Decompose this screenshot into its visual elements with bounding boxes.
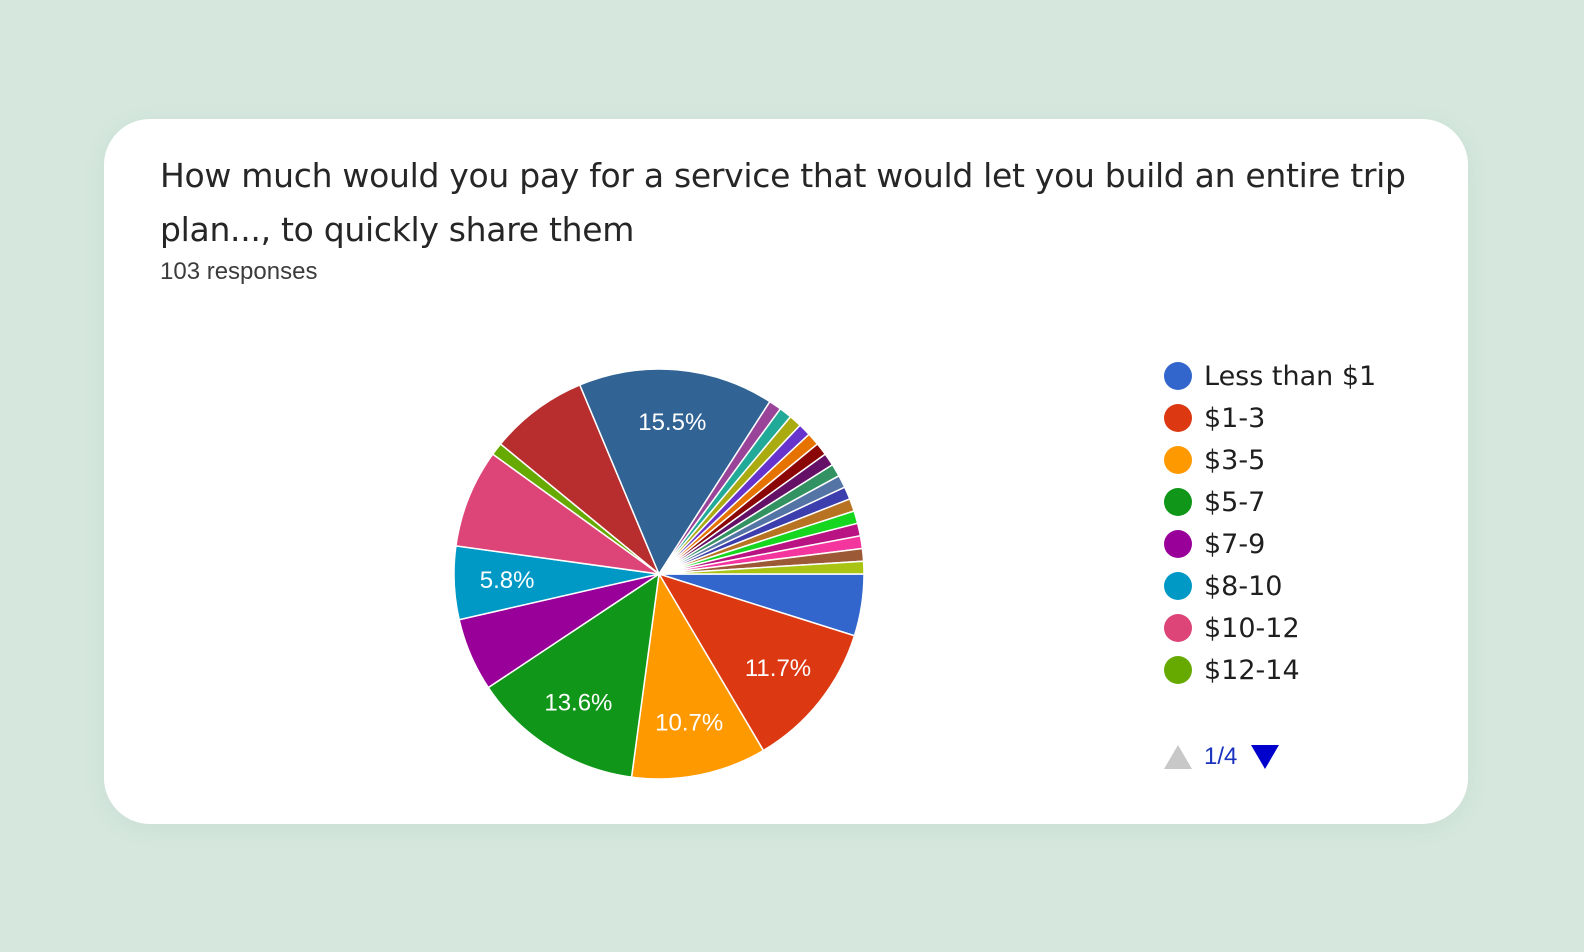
pie-chart: 11.7% 10.7% 13.6% 5.8% 15.5% [453, 368, 865, 780]
slice-data-label: 15.5% [638, 409, 706, 436]
legend-item: $3-5 [1164, 439, 1454, 481]
slice-data-label: 13.6% [544, 689, 612, 716]
pie-slice-9[interactable] [578, 368, 771, 576]
legend-swatch [1164, 530, 1192, 558]
legend-item: $12-14 [1164, 649, 1454, 691]
question-title: How much would you pay for a service tha… [160, 156, 1406, 249]
legend-item: $7-9 [1164, 523, 1454, 565]
legend-item: $10-12 [1164, 607, 1454, 649]
slice-data-label: 10.7% [655, 709, 723, 736]
legend-page-indicator: 1/4 [1204, 743, 1238, 770]
legend-swatch [1164, 572, 1192, 600]
legend-label: Less than $1 [1204, 360, 1377, 392]
legend-swatch [1164, 488, 1192, 516]
pie-slice-2[interactable] [630, 571, 765, 780]
slice-data-label: 11.7% [745, 655, 811, 682]
legend-swatch [1164, 614, 1192, 642]
legend-label: $1-3 [1204, 402, 1266, 434]
pie-slices [453, 368, 865, 780]
legend-label: $7-9 [1204, 528, 1266, 560]
legend-pager: 1/4 [1164, 743, 1280, 771]
chart-legend: Less than $1 $1-3 $3-5 $5-7 $7-9 $8-10 $10-12 $… [1164, 355, 1454, 691]
legend-item: $8-10 [1164, 565, 1454, 607]
legend-label: $5-7 [1204, 486, 1266, 518]
pie-slice-6[interactable] [455, 453, 660, 575]
slice-data-label: 5.8% [480, 567, 535, 594]
legend-label: $10-12 [1204, 612, 1300, 644]
legend-item: Less than $1 [1164, 355, 1454, 397]
pie-data-labels: 11.7% 10.7% 13.6% 5.8% 15.5% [480, 409, 811, 736]
pie-slice-8[interactable] [499, 383, 660, 575]
legend-item: $5-7 [1164, 481, 1454, 523]
legend-label: $3-5 [1204, 444, 1266, 476]
legend-item: $1-3 [1164, 397, 1454, 439]
pie-slice-1[interactable] [657, 572, 856, 752]
legend-label: $8-10 [1204, 570, 1283, 602]
pie-slice-25[interactable] [658, 560, 865, 575]
legend-label: $12-14 [1204, 654, 1300, 686]
response-summary-card: How much would you pay for a service tha… [104, 119, 1468, 824]
legend-swatch [1164, 404, 1192, 432]
legend-swatch [1164, 446, 1192, 474]
legend-swatch [1164, 362, 1192, 390]
response-count: 103 responses [160, 258, 318, 285]
triangle-up-icon [1164, 745, 1192, 769]
triangle-down-icon[interactable] [1251, 745, 1280, 769]
legend-swatch [1164, 656, 1192, 684]
pie-slice-3[interactable] [487, 572, 660, 778]
